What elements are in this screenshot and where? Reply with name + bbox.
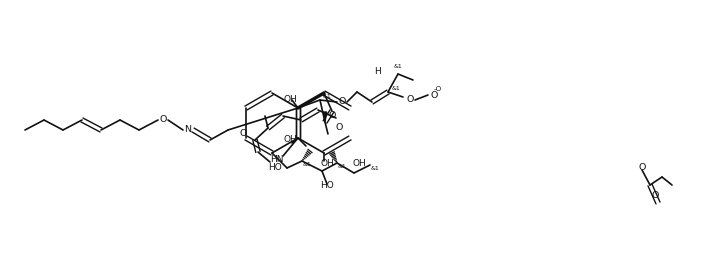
Text: &1: &1 — [303, 162, 311, 168]
Text: -O: -O — [434, 86, 442, 92]
Text: O: O — [335, 123, 342, 132]
Text: HN: HN — [271, 156, 283, 165]
Text: OH: OH — [352, 159, 366, 168]
Text: HO: HO — [268, 164, 282, 173]
Text: &1: &1 — [337, 165, 346, 170]
Text: H: H — [375, 67, 382, 76]
Text: N: N — [184, 126, 192, 135]
Text: &1: &1 — [394, 64, 402, 70]
Text: O: O — [651, 191, 659, 200]
Text: O: O — [328, 111, 335, 120]
Text: O: O — [407, 96, 414, 105]
Text: O: O — [639, 162, 646, 171]
Text: &1: &1 — [392, 87, 400, 91]
Text: &1: &1 — [323, 94, 331, 99]
Polygon shape — [323, 112, 327, 122]
Text: OH: OH — [320, 159, 334, 168]
Text: O: O — [338, 97, 345, 106]
Text: &1: &1 — [371, 167, 379, 171]
Text: HO: HO — [320, 182, 334, 191]
Text: OH: OH — [283, 96, 297, 105]
Text: OH: OH — [283, 135, 297, 144]
Text: O: O — [159, 115, 167, 124]
Text: O: O — [430, 91, 438, 99]
Text: O: O — [239, 129, 246, 138]
